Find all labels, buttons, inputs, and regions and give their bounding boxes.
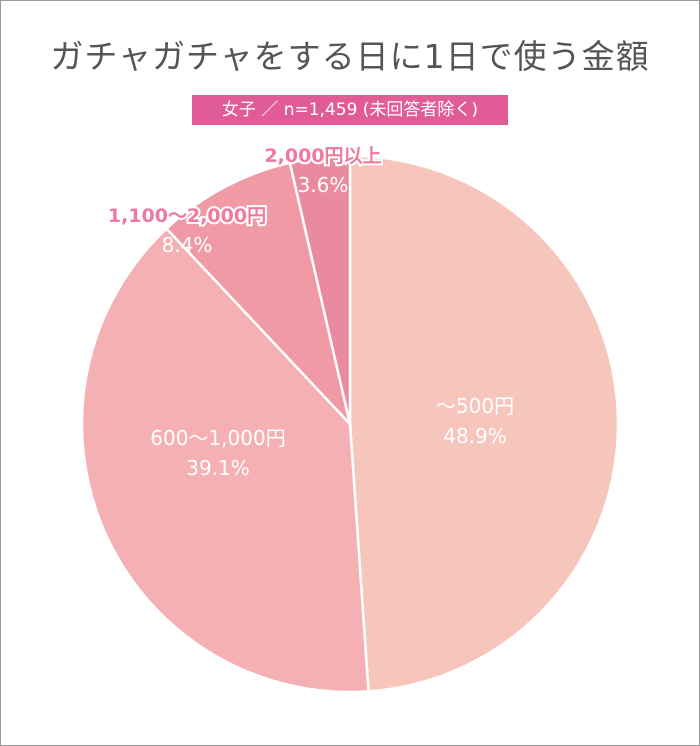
pie-labels: ～500円 48.9% 600～1,000円 39.1% 1,100～2,000円 8.4… [106, 143, 514, 480]
chart-title: ガチャガチャをする日に1日で使う金額 [50, 37, 650, 76]
slice-value-label: 48.9% [443, 424, 507, 448]
pie-slice-1 [348, 154, 620, 693]
pie-slice-4 [288, 154, 352, 425]
slice-category-label: 1,100～2,000円 [108, 205, 266, 227]
slice-category-label: ～500円 [436, 394, 514, 418]
chart-subtitle-badge: 女子 ／ n=1,459 (未回答者除く) [192, 95, 508, 125]
slice-value-label: 3.6% [298, 173, 349, 197]
slice-category-label: 2,000円以上 [264, 145, 381, 167]
slice-value-label: 39.1% [186, 456, 250, 480]
pie-slice-2 [80, 226, 370, 694]
slice-value-label: 8.4% [162, 233, 213, 257]
slice-category-label: 600～1,000円 [150, 426, 285, 450]
pie-slices [80, 154, 620, 694]
